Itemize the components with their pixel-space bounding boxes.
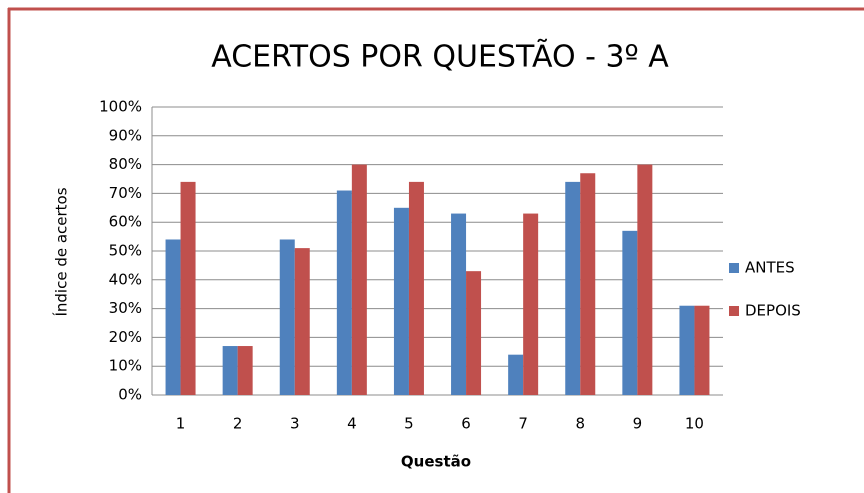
x-tick-label: 3 [290,415,300,433]
x-tick-label: 8 [575,415,585,433]
bar [294,248,310,395]
y-tick-label: 90% [109,126,142,144]
chart-title: ACERTOS POR QUESTÃO - 3º A [211,39,669,75]
x-tick-label: 7 [518,415,528,433]
bar [165,239,181,395]
bar [279,239,295,395]
bar [508,354,524,395]
y-tick-label: 30% [109,299,142,317]
bar [451,213,467,395]
bar [622,230,638,395]
bar [694,305,710,395]
x-tick-label: 2 [233,415,243,433]
bar [237,346,253,395]
y-tick-label: 70% [109,184,142,202]
y-tick-label: 20% [109,328,142,346]
bar [336,190,352,395]
bar [393,207,409,395]
bar [637,164,653,395]
x-tick-label: 5 [404,415,414,433]
y-tick-label: 80% [109,155,142,173]
y-tick-label: 50% [109,242,142,260]
y-tick-label: 10% [109,357,142,375]
legend-label: DEPOIS [745,302,801,320]
legend-label: ANTES [745,259,795,277]
bar [580,173,596,395]
y-tick-label: 60% [109,213,142,231]
bar [408,181,424,395]
y-tick-label: 100% [99,98,142,116]
y-tick-label: 0% [118,386,142,404]
legend-swatch [729,306,739,316]
y-tick-label: 40% [109,270,142,288]
bar [523,213,539,395]
legend-swatch [729,263,739,273]
x-tick-label: 10 [685,415,704,433]
x-tick-label: 4 [347,415,357,433]
x-tick-label: 6 [461,415,471,433]
bar [679,305,695,395]
bar [466,271,482,395]
bar [351,164,367,395]
x-tick-label: 9 [633,415,643,433]
bar [565,181,581,395]
y-axis-label: Índice de acertos [52,187,71,316]
bar [180,181,196,395]
x-axis-label: Questão [401,453,471,471]
x-tick-label: 1 [176,415,186,433]
bar [222,346,238,395]
